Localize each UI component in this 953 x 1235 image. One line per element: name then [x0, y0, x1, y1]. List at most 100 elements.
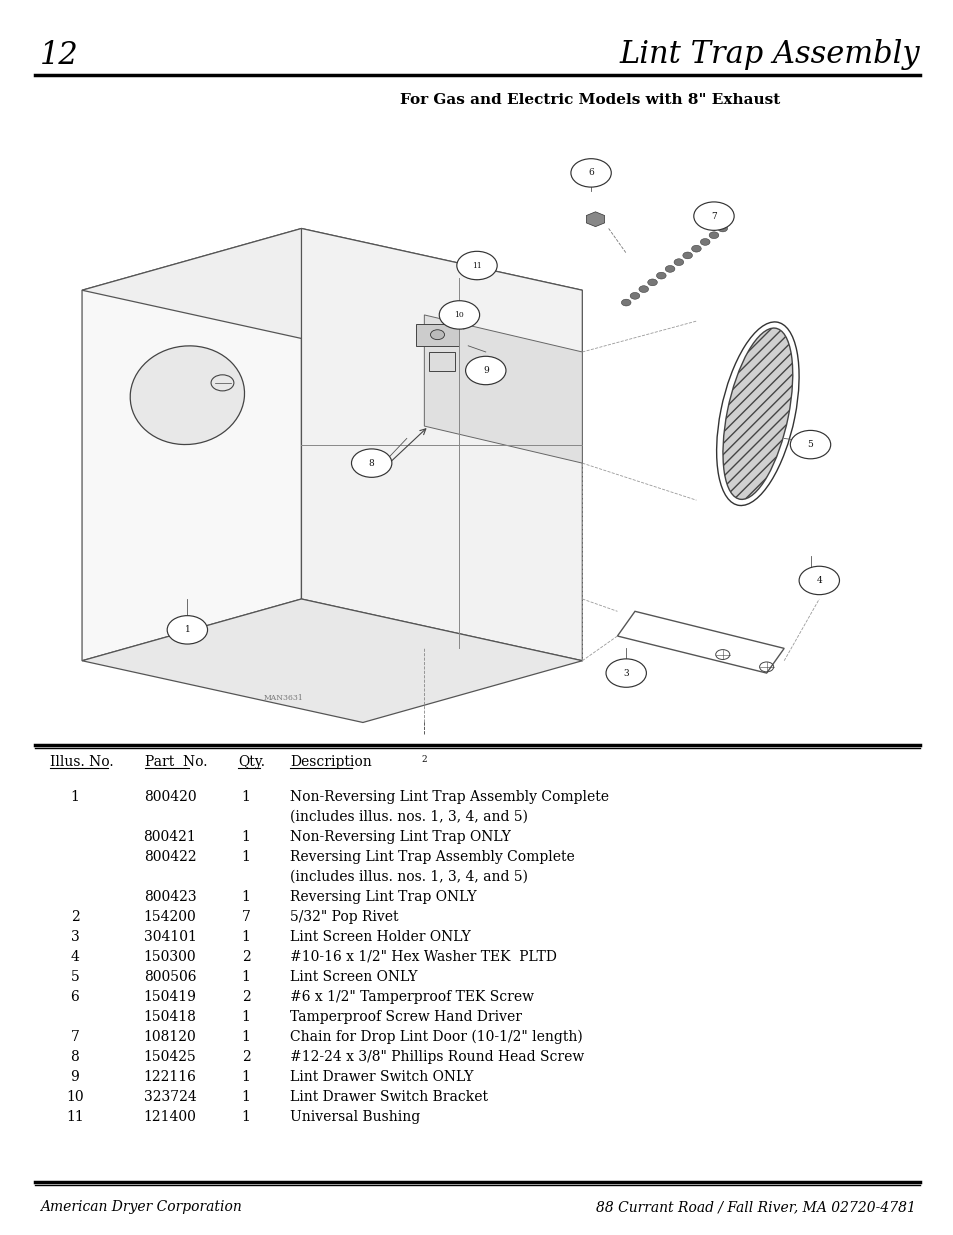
- Text: (includes illus. nos. 1, 3, 4, and 5): (includes illus. nos. 1, 3, 4, and 5): [290, 810, 527, 824]
- Circle shape: [456, 252, 497, 280]
- Text: MAN3631: MAN3631: [264, 694, 303, 701]
- Circle shape: [664, 266, 674, 272]
- Text: 304101: 304101: [143, 930, 196, 944]
- Circle shape: [404, 746, 444, 773]
- Text: 9: 9: [482, 366, 488, 375]
- Text: 108120: 108120: [144, 1030, 196, 1044]
- Text: 88 Currant Road / Fall River, MA 02720-4781: 88 Currant Road / Fall River, MA 02720-4…: [596, 1200, 915, 1214]
- Text: Lint Screen ONLY: Lint Screen ONLY: [290, 969, 417, 984]
- Text: 3: 3: [71, 930, 79, 944]
- Text: Lint Drawer Switch Bracket: Lint Drawer Switch Bracket: [290, 1091, 488, 1104]
- Text: 7: 7: [71, 1030, 79, 1044]
- Polygon shape: [82, 228, 301, 661]
- Text: Part  No.: Part No.: [145, 755, 208, 769]
- Text: 150425: 150425: [144, 1050, 196, 1065]
- Text: 1: 1: [241, 930, 251, 944]
- Text: 5/32" Pop Rivet: 5/32" Pop Rivet: [290, 910, 398, 924]
- Text: 7: 7: [710, 211, 716, 221]
- Circle shape: [682, 252, 692, 259]
- Text: 2: 2: [241, 990, 250, 1004]
- Text: 2: 2: [241, 1050, 250, 1065]
- Text: 800420: 800420: [144, 790, 196, 804]
- Text: Lint Drawer Switch ONLY: Lint Drawer Switch ONLY: [290, 1070, 473, 1084]
- Ellipse shape: [722, 329, 792, 499]
- Text: 1: 1: [241, 1010, 251, 1024]
- Text: 150418: 150418: [143, 1010, 196, 1024]
- Text: 800421: 800421: [144, 830, 196, 844]
- Circle shape: [620, 299, 630, 306]
- Circle shape: [639, 285, 648, 293]
- Text: 800422: 800422: [144, 850, 196, 864]
- Text: 1: 1: [71, 790, 79, 804]
- Text: #10-16 x 1/2" Hex Washer TEK  PLTD: #10-16 x 1/2" Hex Washer TEK PLTD: [290, 950, 557, 965]
- Polygon shape: [424, 315, 581, 463]
- Circle shape: [438, 301, 479, 329]
- Polygon shape: [82, 599, 581, 722]
- Circle shape: [605, 659, 646, 687]
- Text: 9: 9: [71, 1070, 79, 1084]
- Text: Tamperproof Screw Hand Driver: Tamperproof Screw Hand Driver: [290, 1010, 521, 1024]
- Text: 8: 8: [369, 458, 375, 468]
- Polygon shape: [301, 228, 581, 661]
- Text: (includes illus. nos. 1, 3, 4, and 5): (includes illus. nos. 1, 3, 4, and 5): [290, 869, 527, 884]
- Circle shape: [570, 159, 611, 188]
- Text: 10: 10: [66, 1091, 84, 1104]
- Text: 1: 1: [241, 890, 251, 904]
- Circle shape: [465, 357, 505, 385]
- Circle shape: [351, 450, 392, 478]
- Text: 11: 11: [66, 1110, 84, 1124]
- Text: 150300: 150300: [144, 950, 196, 965]
- Text: 1: 1: [241, 1091, 251, 1104]
- Text: 3: 3: [622, 668, 628, 678]
- Text: Description: Description: [290, 755, 372, 769]
- Text: 1: 1: [241, 830, 251, 844]
- Text: Universal Bushing: Universal Bushing: [290, 1110, 420, 1124]
- Text: 2: 2: [241, 950, 250, 965]
- Circle shape: [691, 246, 700, 252]
- Text: #6 x 1/2" Tamperproof TEK Screw: #6 x 1/2" Tamperproof TEK Screw: [290, 990, 534, 1004]
- Text: 2: 2: [421, 755, 427, 764]
- Circle shape: [789, 431, 830, 459]
- Text: American Dryer Corporation: American Dryer Corporation: [40, 1200, 241, 1214]
- Text: Lint Screen Holder ONLY: Lint Screen Holder ONLY: [290, 930, 470, 944]
- Text: #12-24 x 3/8" Phillips Round Head Screw: #12-24 x 3/8" Phillips Round Head Screw: [290, 1050, 583, 1065]
- Circle shape: [630, 293, 639, 299]
- Text: Illus. No.: Illus. No.: [50, 755, 113, 769]
- Circle shape: [430, 330, 444, 340]
- Text: 323724: 323724: [144, 1091, 196, 1104]
- Text: 4: 4: [71, 950, 79, 965]
- Circle shape: [700, 238, 709, 246]
- Text: Qty.: Qty.: [237, 755, 265, 769]
- Text: 5: 5: [807, 440, 813, 450]
- Text: Chain for Drop Lint Door (10-1/2" length): Chain for Drop Lint Door (10-1/2" length…: [290, 1030, 582, 1045]
- Text: Reversing Lint Trap Assembly Complete: Reversing Lint Trap Assembly Complete: [290, 850, 574, 864]
- Text: 6: 6: [588, 168, 594, 178]
- Text: For Gas and Electric Models with 8" Exhaust: For Gas and Electric Models with 8" Exha…: [399, 93, 780, 107]
- Text: 8: 8: [71, 1050, 79, 1065]
- Ellipse shape: [130, 346, 244, 445]
- Text: Lint Trap Assembly: Lint Trap Assembly: [618, 40, 919, 70]
- Text: 150419: 150419: [143, 990, 196, 1004]
- Text: 4: 4: [816, 576, 821, 585]
- Text: 12: 12: [40, 40, 79, 70]
- Circle shape: [708, 232, 718, 238]
- Text: 800506: 800506: [144, 969, 196, 984]
- Circle shape: [167, 616, 208, 645]
- Text: 5: 5: [71, 969, 79, 984]
- Text: 11: 11: [472, 262, 481, 269]
- Text: Non-Reversing Lint Trap Assembly Complete: Non-Reversing Lint Trap Assembly Complet…: [290, 790, 608, 804]
- Text: 1: 1: [241, 1030, 251, 1044]
- Text: 1: 1: [241, 850, 251, 864]
- Text: 800423: 800423: [144, 890, 196, 904]
- Text: 154200: 154200: [144, 910, 196, 924]
- Text: 7: 7: [241, 910, 251, 924]
- Text: 1: 1: [241, 1110, 251, 1124]
- Bar: [416, 325, 459, 346]
- Circle shape: [656, 272, 665, 279]
- Circle shape: [799, 566, 839, 595]
- Text: Reversing Lint Trap ONLY: Reversing Lint Trap ONLY: [290, 890, 476, 904]
- Text: 121400: 121400: [143, 1110, 196, 1124]
- Text: 10: 10: [454, 311, 464, 319]
- Text: 122116: 122116: [143, 1070, 196, 1084]
- Circle shape: [693, 201, 734, 230]
